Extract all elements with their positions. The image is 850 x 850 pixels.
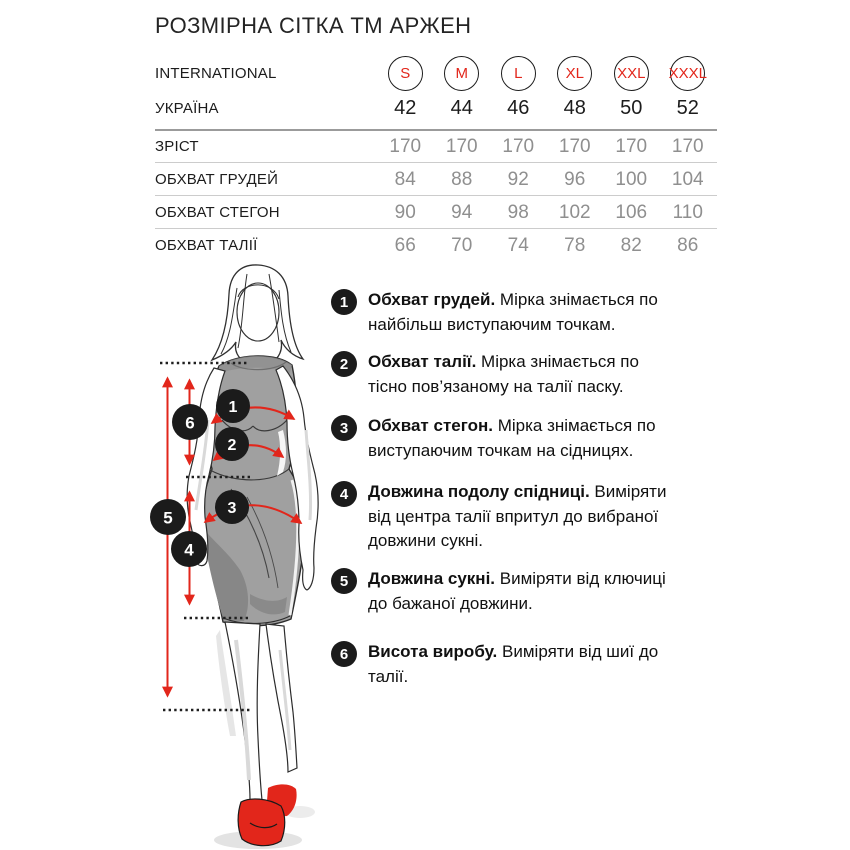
table-cell: 170 [615,135,648,157]
measurement-item-1: 1 Обхват грудей. Мірка знімається по най… [331,288,731,337]
table-cell: 66 [394,234,416,256]
table-cell: 170 [502,135,535,157]
figure-marker-3: 3 [215,490,249,524]
item-text: Обхват талії. Мірка знімається по тісно … [368,352,639,396]
table-cell: 44 [450,96,473,119]
svg-text:3: 3 [228,500,237,517]
table-cell: 94 [451,201,473,223]
table-cell: 86 [677,234,699,256]
measurement-item-5: 5 Довжина сукні. Виміряти від ключиці до… [331,567,731,616]
figure-marker-1: 1 [216,389,250,423]
size-badge-m: M [444,55,480,91]
table-cell: 106 [615,201,648,223]
dotted-lines [160,361,252,712]
measurement-item-4: 4 Довжина подолу спідниці. Виміряти від … [331,480,731,554]
table-cell: 98 [507,201,529,223]
table-row-ukraine: УКРАЇНА 42 44 46 48 50 52 [155,91,717,125]
item-text: Довжина сукні. Виміряти від ключиці до б… [368,569,666,613]
table-cell: 52 [676,96,699,119]
table-cell: 88 [451,168,473,190]
figure-markers: 1 2 3 6 5 4 [150,389,250,567]
table-row-waist: ОБХВАТ ТАЛІЇ 66 70 74 78 82 86 [155,230,717,261]
figure-marker-6: 6 [172,404,208,440]
measurement-item-3: 3 Обхват стегон. Мірка знімається по вис… [331,414,731,463]
table-cell: 42 [394,96,417,119]
figure-marker-5: 5 [150,499,186,535]
table-cell: 82 [620,234,642,256]
table-cell: 84 [394,168,416,190]
size-badge-xl: XL [557,55,593,91]
bust-arc [210,406,296,424]
table-cell: 170 [445,135,478,157]
row-label-international: INTERNATIONAL [155,64,277,82]
item-text: Висота виробу. Виміряти від шиї до талії… [368,642,659,686]
item-number-badge: 3 [331,415,357,441]
item-text: Довжина подолу спідниці. Виміряти від це… [368,482,667,550]
item-text: Обхват стегон. Мірка знімається по висту… [368,416,656,460]
table-cell: 170 [389,135,422,157]
figure-head [210,264,305,365]
table-cell: 170 [558,135,591,157]
table-divider [155,228,717,229]
svg-text:4: 4 [184,541,194,560]
table-cell: 92 [507,168,529,190]
row-label: ОБХВАТ СТЕГОН [155,204,280,221]
table-cell: 48 [563,96,586,119]
table-cell: 110 [672,201,703,223]
red-shoes [237,784,297,847]
item-text: Обхват грудей. Мірка знімається по найбі… [368,290,658,334]
table-row-hips: ОБХВАТ СТЕГОН 90 94 98 102 106 110 [155,197,717,228]
svg-text:2: 2 [228,437,237,454]
table-cell: 74 [507,234,529,256]
table-cell: 102 [558,201,591,223]
table-row-height: ЗРІСТ 170 170 170 170 170 170 [155,131,717,162]
table-divider [155,162,717,163]
table-cell: 170 [671,135,704,157]
item-number-badge: 6 [331,641,357,667]
hip-arc [203,504,303,524]
figure-marker-2: 2 [215,427,249,461]
table-row-international: INTERNATIONAL S M L XL XXL XXXL [155,55,717,91]
size-badge-l: L [500,55,536,91]
row-label: ОБХВАТ ТАЛІЇ [155,237,258,254]
table-cell: 96 [564,168,586,190]
svg-text:6: 6 [185,414,194,433]
measurement-item-6: 6 Висота виробу. Виміряти від шиї до тал… [331,640,731,689]
size-badge-xxxl: XXXL [669,55,707,91]
figure-legs [216,615,298,801]
page-title: РОЗМІРНА СІТКА ТМ АРЖЕН [155,13,472,38]
measurement-item-2: 2 Обхват талії. Мірка знімається по тісн… [331,350,731,399]
svg-text:1: 1 [229,399,238,416]
figure-marker-4: 4 [171,531,207,567]
figure-illustration: 1 2 3 6 5 4 [150,264,319,849]
table-cell: 90 [394,201,416,223]
table-divider [155,195,717,196]
size-badge-xxl: XXL [613,55,649,91]
row-label-ukraine: УКРАЇНА [155,99,219,117]
table-row-chest: ОБХВАТ ГРУДЕЙ 84 88 92 96 100 104 [155,164,717,195]
table-cell: 46 [507,96,530,119]
table-cell: 50 [620,96,643,119]
svg-text:5: 5 [163,509,172,528]
table-cell: 78 [564,234,586,256]
item-number-badge: 4 [331,481,357,507]
item-number-badge: 2 [331,351,357,377]
row-label: ЗРІСТ [155,138,199,155]
item-number-badge: 5 [331,568,357,594]
size-badge-s: S [387,55,423,91]
table-cell: 100 [615,168,648,190]
item-number-badge: 1 [331,289,357,315]
row-label: ОБХВАТ ГРУДЕЙ [155,171,279,188]
table-cell: 70 [451,234,473,256]
table-divider [155,129,717,131]
table-cell: 104 [671,168,704,190]
